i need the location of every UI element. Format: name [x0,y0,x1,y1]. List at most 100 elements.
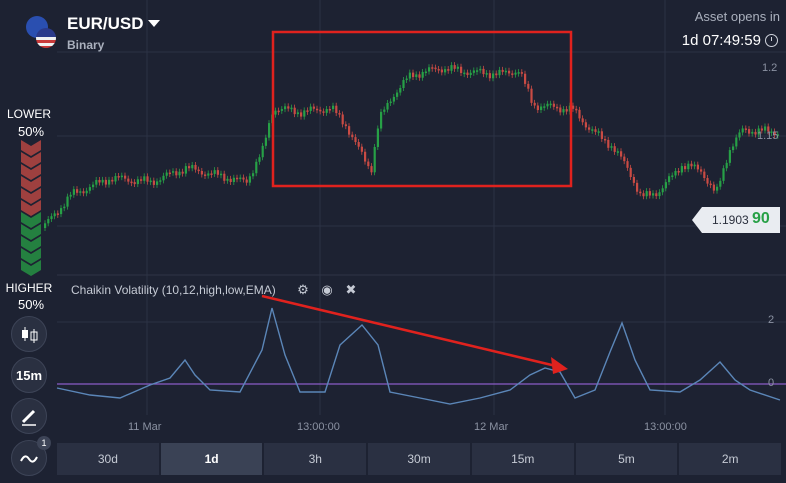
candle-body [527,83,530,89]
candle-body [751,131,754,134]
sentiment-segment [21,140,41,156]
period-15m[interactable]: 15m [471,443,574,475]
indicator-count-badge: 1 [37,436,51,450]
period-3h[interactable]: 3h [264,443,367,475]
candle-body [357,142,360,147]
candle-body [412,72,415,78]
candle-body [156,181,159,185]
x-axis-tick: 11 Mar [128,421,162,433]
candle-body [165,172,168,176]
current-price-tag: 1.1903 90 [692,207,780,233]
x-axis-tick: 13:00:00 [297,421,340,433]
candle-body [293,107,296,115]
candle-body [405,78,408,81]
candle-body [604,138,607,141]
candle-body [274,110,277,115]
candle-body [684,166,687,170]
candle-body [671,175,674,177]
candle-body [101,179,104,183]
candle-body [575,108,578,111]
period-5m[interactable]: 5m [575,443,678,475]
candle-body [642,193,645,197]
period-2m[interactable]: 2m [679,443,782,475]
candle-body [60,208,63,215]
candle-body [591,129,594,131]
candle-body [261,145,264,158]
candle-body [287,106,290,109]
candle-body [626,161,629,168]
candle-body [530,88,533,103]
candle-body [584,122,587,128]
candle-body [533,102,536,106]
candle-body [735,137,738,147]
candle-body [716,186,719,191]
close-icon[interactable]: ✖ [345,282,357,297]
candle-body [600,131,603,139]
candle-body [306,110,309,112]
lower-label: LOWER [6,107,51,121]
candle-body [223,173,226,181]
higher-percent: 50% [17,297,45,312]
candle-body [536,105,539,111]
candle-body [732,146,735,151]
candle-body [440,69,443,73]
gear-icon[interactable]: ⚙ [297,282,309,297]
candle-body [72,189,75,195]
candle-body [706,178,709,184]
candle-body [338,113,341,115]
candle-body [504,70,507,73]
caret-down-icon [148,20,160,27]
candle-body [565,109,568,112]
candle-body [668,176,671,183]
candle-body [450,65,453,71]
candle-body [229,178,232,183]
period-1d[interactable]: 1d [160,443,263,475]
candle-body [312,106,315,109]
candle-body [456,66,459,69]
candle-body [191,164,194,169]
chart-type-button[interactable] [11,316,47,352]
eye-icon[interactable]: ◉ [321,282,333,297]
candle-body [623,156,626,162]
period-30m[interactable]: 30m [368,443,470,475]
candle-body [748,129,751,134]
candle-body [719,180,722,187]
price-axis-tick: 1.2 [762,62,778,74]
candle-body [220,173,223,176]
candle-body [453,65,456,69]
countdown: 1d 07:49:59 [682,30,778,50]
candle-body [428,67,431,72]
candle-body [114,176,117,182]
indicators-button[interactable]: 1 [11,436,51,476]
candle-body [424,71,427,74]
candle-body [492,73,495,79]
candle-body [437,69,440,71]
asset-type: Binary [67,38,105,52]
sentiment-segment [21,152,41,168]
candle-body [594,129,597,132]
candle-body [258,157,261,162]
candle-body [53,213,56,217]
candle-body [252,173,255,177]
candle-body [226,178,229,181]
candle-body [549,103,552,106]
period-30d[interactable]: 30d [57,443,159,475]
candle-body [690,163,693,167]
candle-body [479,68,482,71]
candle-body [463,72,466,75]
asset-selector[interactable]: EUR/USD Binary [22,12,182,56]
candle-body [236,177,239,180]
candle-body [709,183,712,186]
candle-body [332,105,335,110]
candle-body [460,66,463,73]
candle-body [136,179,139,185]
timeframe-button[interactable]: 15m [11,357,47,393]
candle-body [335,105,338,114]
candle-body [168,172,171,175]
candle-body [476,70,479,72]
candlestick-series [44,62,779,231]
drawing-tools-button[interactable] [11,398,47,434]
candle-body [82,191,85,194]
candle-body [655,193,658,197]
